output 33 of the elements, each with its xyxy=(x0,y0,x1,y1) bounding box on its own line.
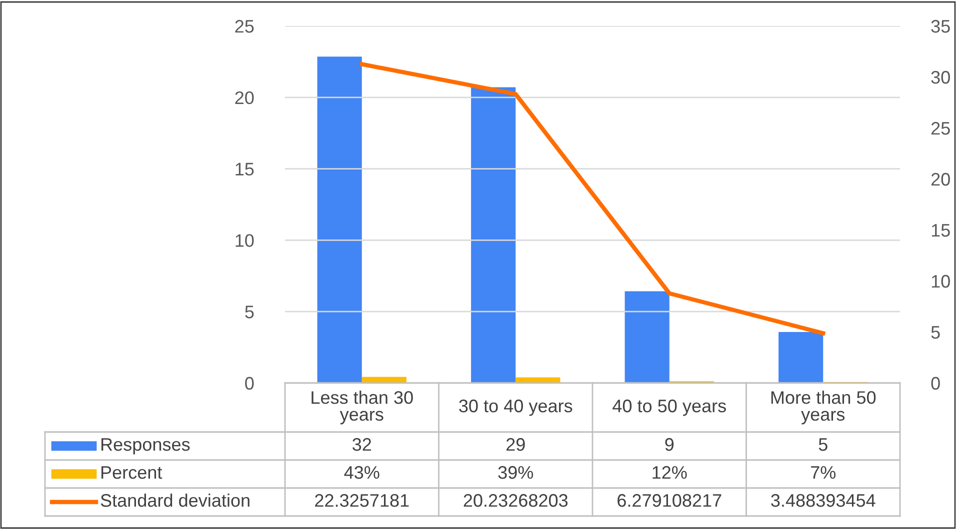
x-tick-label: 40 to 50 years xyxy=(612,400,726,416)
y2-tick-label: 10 xyxy=(932,274,950,288)
data-label: 5 xyxy=(818,438,828,451)
legend-label: Standard deviation xyxy=(100,494,250,507)
y2-tick-label: 30 xyxy=(931,70,950,84)
x-tick-label: Less than 30 years xyxy=(312,390,413,424)
x-tick-label: More than 50 years xyxy=(771,390,876,424)
y-tick-label: 10 xyxy=(236,234,254,247)
data-label: 20.23268203 xyxy=(464,494,568,507)
y-tick-label: 0 xyxy=(245,376,254,390)
data-label: 12% xyxy=(652,466,687,479)
data-label: 9 xyxy=(665,438,674,451)
y2-tick-label: 15 xyxy=(932,224,950,237)
y2-tick-label: 20 xyxy=(931,172,950,186)
y2-tick-label: 5 xyxy=(931,326,940,339)
data-label: 22.3257181 xyxy=(315,494,409,507)
data-label: 6.279108217 xyxy=(618,494,722,507)
data-label: 7% xyxy=(811,466,836,479)
data-label: 32 xyxy=(352,438,372,451)
data-label: 3.488393454 xyxy=(771,494,876,507)
x-tick-label: 30 to 40 years xyxy=(459,400,572,416)
y-tick-label: 15 xyxy=(236,162,254,176)
y2-tick-label: 25 xyxy=(931,122,950,135)
legend-label: Percent xyxy=(101,466,162,479)
y2-tick-label: 35 xyxy=(931,20,950,33)
y2-tick-label: 0 xyxy=(931,376,940,390)
data-label: 43% xyxy=(344,466,380,479)
data-label: 29 xyxy=(506,438,525,451)
y-tick-label: 5 xyxy=(245,306,254,318)
y-tick-label: 25 xyxy=(235,20,254,33)
legend-label: Responses xyxy=(101,438,190,454)
y-tick-label: 20 xyxy=(235,91,254,104)
data-label: 39% xyxy=(498,466,534,479)
